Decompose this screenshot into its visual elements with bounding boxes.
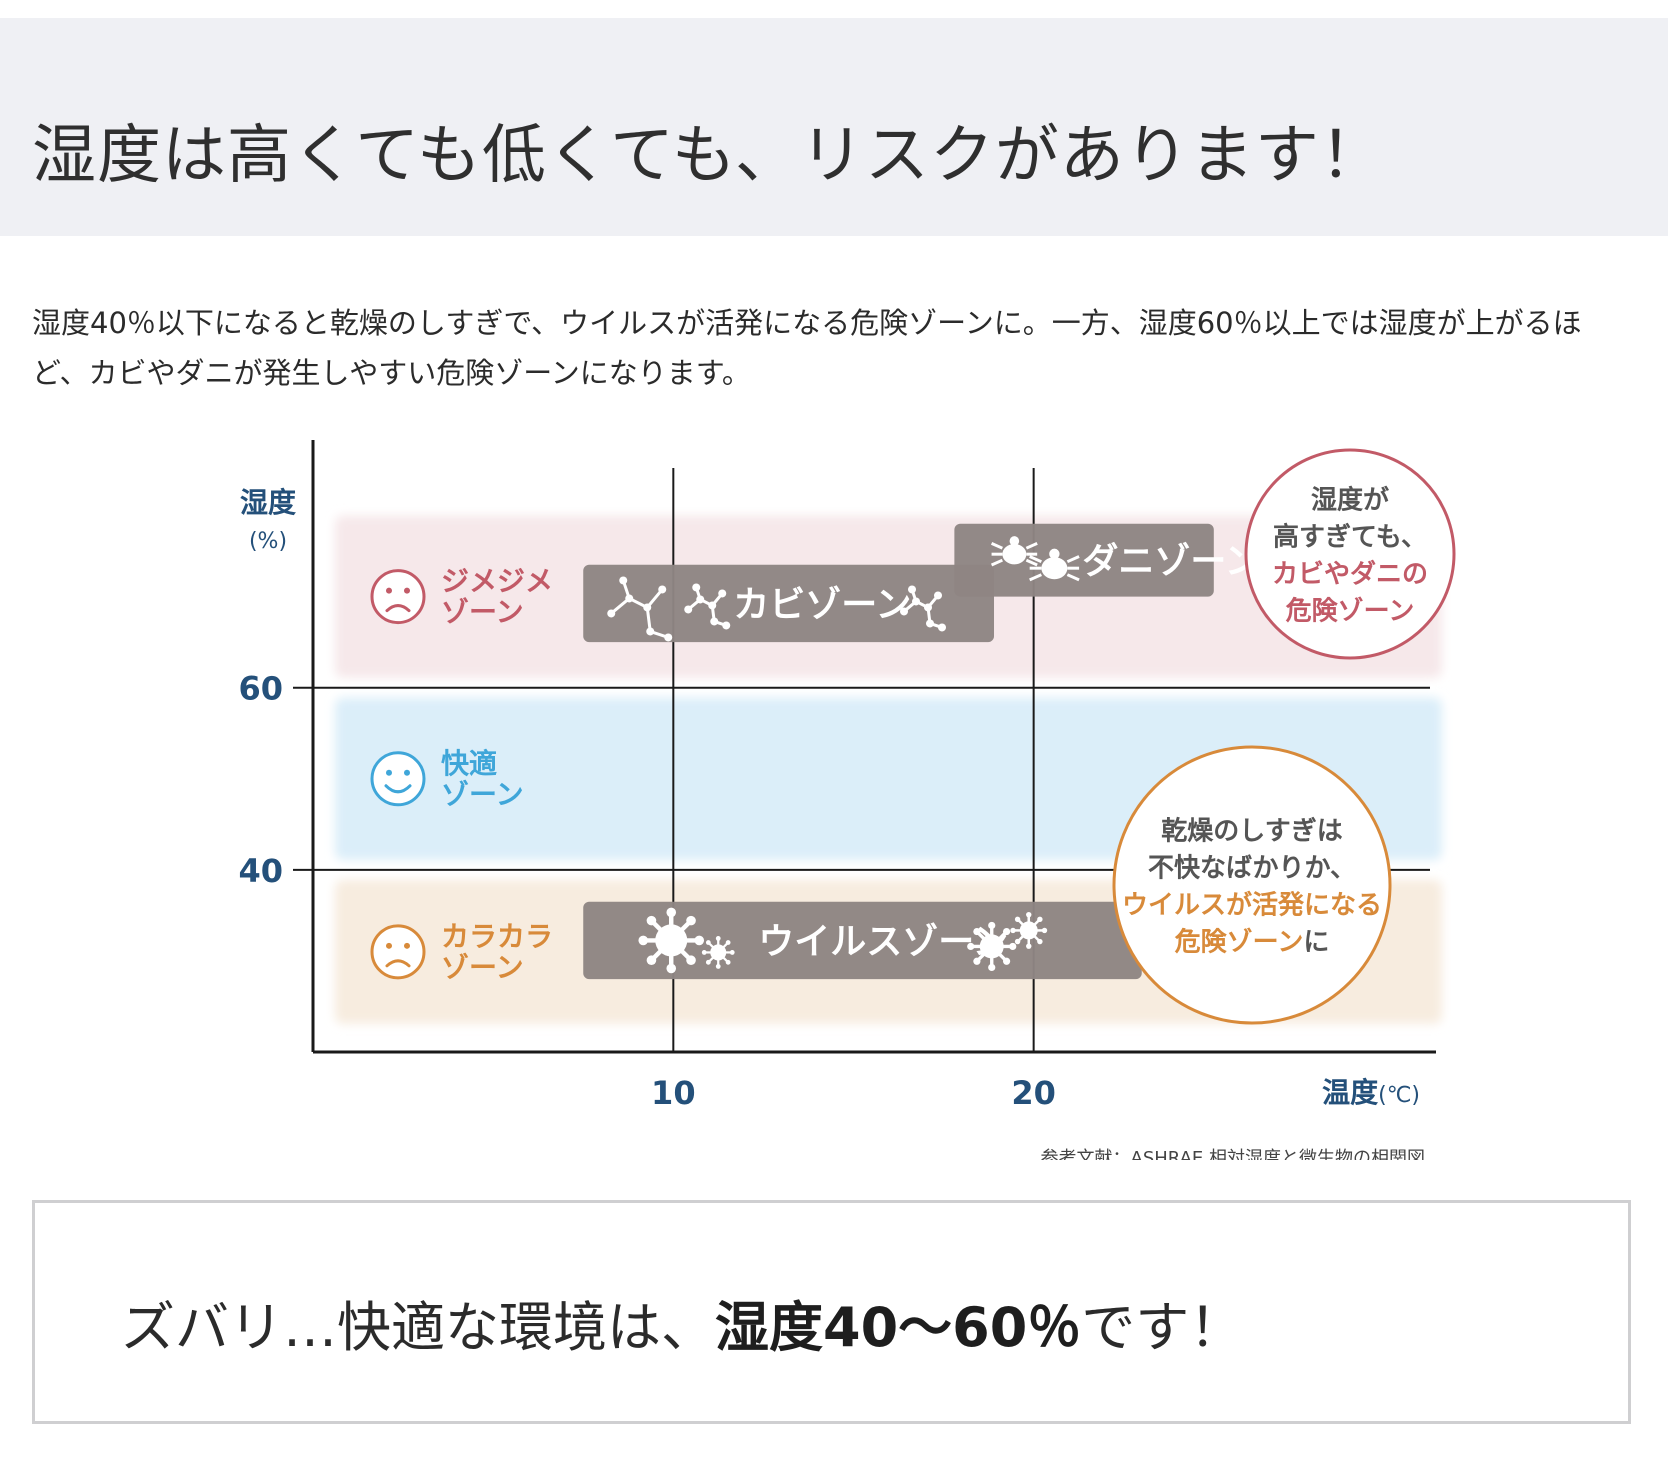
high-humidity-callout-line-1: 湿度が: [1311, 485, 1389, 516]
conclusion-box: ズバリ…快適な環境は、湿度40〜60％です！: [32, 1200, 1631, 1424]
zone-face-icon-3: [370, 924, 426, 980]
mold-icon-small: [684, 583, 731, 630]
bar-mite-label: ダニゾーン: [1082, 541, 1260, 582]
high-humidity-callout-line-3: カビやダニの: [1272, 559, 1428, 590]
page-title: 湿度は高くても低くても、リスクがあります！: [32, 119, 1385, 193]
low-humidity-callout-line-2: 不快なばかりか、: [1148, 854, 1356, 884]
x-tick-label-2: 20: [1011, 1074, 1056, 1112]
intro-line-1: 湿度40％以下になると乾燥のしすぎで、ウイルスが活発になる危険ゾーンに。一方、湿…: [32, 306, 1582, 340]
x-axis-label: 温度(℃): [1322, 1076, 1420, 1109]
zone-label-1-line-2: ゾーン: [441, 596, 524, 629]
bar-mold-rect: [583, 564, 995, 643]
low-humidity-callout-line-3: ウイルスが活発になる: [1122, 890, 1382, 921]
chart-source-note: 参考文献：ASHRAE 相対湿度と微生物の相関図: [1041, 1148, 1425, 1160]
y-axis-unit: (%): [249, 529, 287, 554]
y-tick-label-1: 40: [238, 852, 283, 890]
page-header: 湿度は高くても低くても、リスクがあります！: [0, 18, 1668, 236]
mold-icon: [607, 576, 673, 642]
zone-face-icon-2: [370, 751, 426, 807]
conclusion-text: ズバリ…快適な環境は、湿度40〜60％です！: [121, 1283, 1243, 1362]
virus-icon-right-small: [1010, 911, 1048, 949]
conclusion-prefix: ズバリ…快適な環境は、: [121, 1296, 715, 1359]
conclusion-suffix: です！: [1081, 1296, 1244, 1359]
mite-icon-2: [1029, 548, 1080, 582]
intro-paragraph: 湿度40％以下になると乾燥のしすぎで、ウイルスが活発になる危険ゾーンに。一方、湿…: [32, 298, 1632, 398]
zone-face-icon-1: [370, 569, 426, 625]
high-humidity-callout-line-2: 高すぎても、: [1273, 522, 1427, 553]
y-tick-label-2: 60: [238, 670, 283, 708]
virus-icon-small: [701, 936, 735, 969]
conclusion-highlight: 湿度40〜60％: [715, 1296, 1082, 1359]
bar-mite-rect: [954, 523, 1214, 597]
bar-virus-rect: [583, 901, 1142, 980]
bar-virus-label: ウイルスゾーン: [758, 921, 1008, 962]
y-axis-label: 湿度: [240, 486, 296, 519]
bar-virus-zone: ウイルスゾーン: [583, 901, 1142, 980]
bar-mold-label: カビゾーン: [733, 584, 911, 625]
intro-line-2: ど、カビやダニが発生しやすい危険ゾーンになります。: [32, 356, 751, 390]
zone-label-1-line-1: ジメジメ: [441, 565, 553, 598]
zone-label-3-line-2: ゾーン: [441, 951, 524, 984]
zone-label-3-line-1: カラカラ: [441, 920, 553, 953]
mold-icon-right: [900, 585, 947, 632]
virus-icon-right: [967, 921, 1017, 972]
bar-mold-zone: カビゾーン: [583, 564, 995, 643]
zone-label-2-line-1: 快適: [441, 747, 497, 780]
high-humidity-callout-line-4: 危険ゾーン: [1286, 596, 1415, 627]
mite-icon: [990, 536, 1038, 567]
zone-label-2-line-2: ゾーン: [441, 778, 524, 811]
x-tick-label-1: 10: [651, 1074, 696, 1112]
bar-mite-zone: ダニゾーン: [954, 523, 1261, 597]
virus-icon: [638, 907, 705, 974]
low-humidity-callout-line-1: 乾燥のしすぎは: [1161, 817, 1342, 847]
low-humidity-callout-line-4: 危険ゾーンに: [1175, 927, 1330, 958]
